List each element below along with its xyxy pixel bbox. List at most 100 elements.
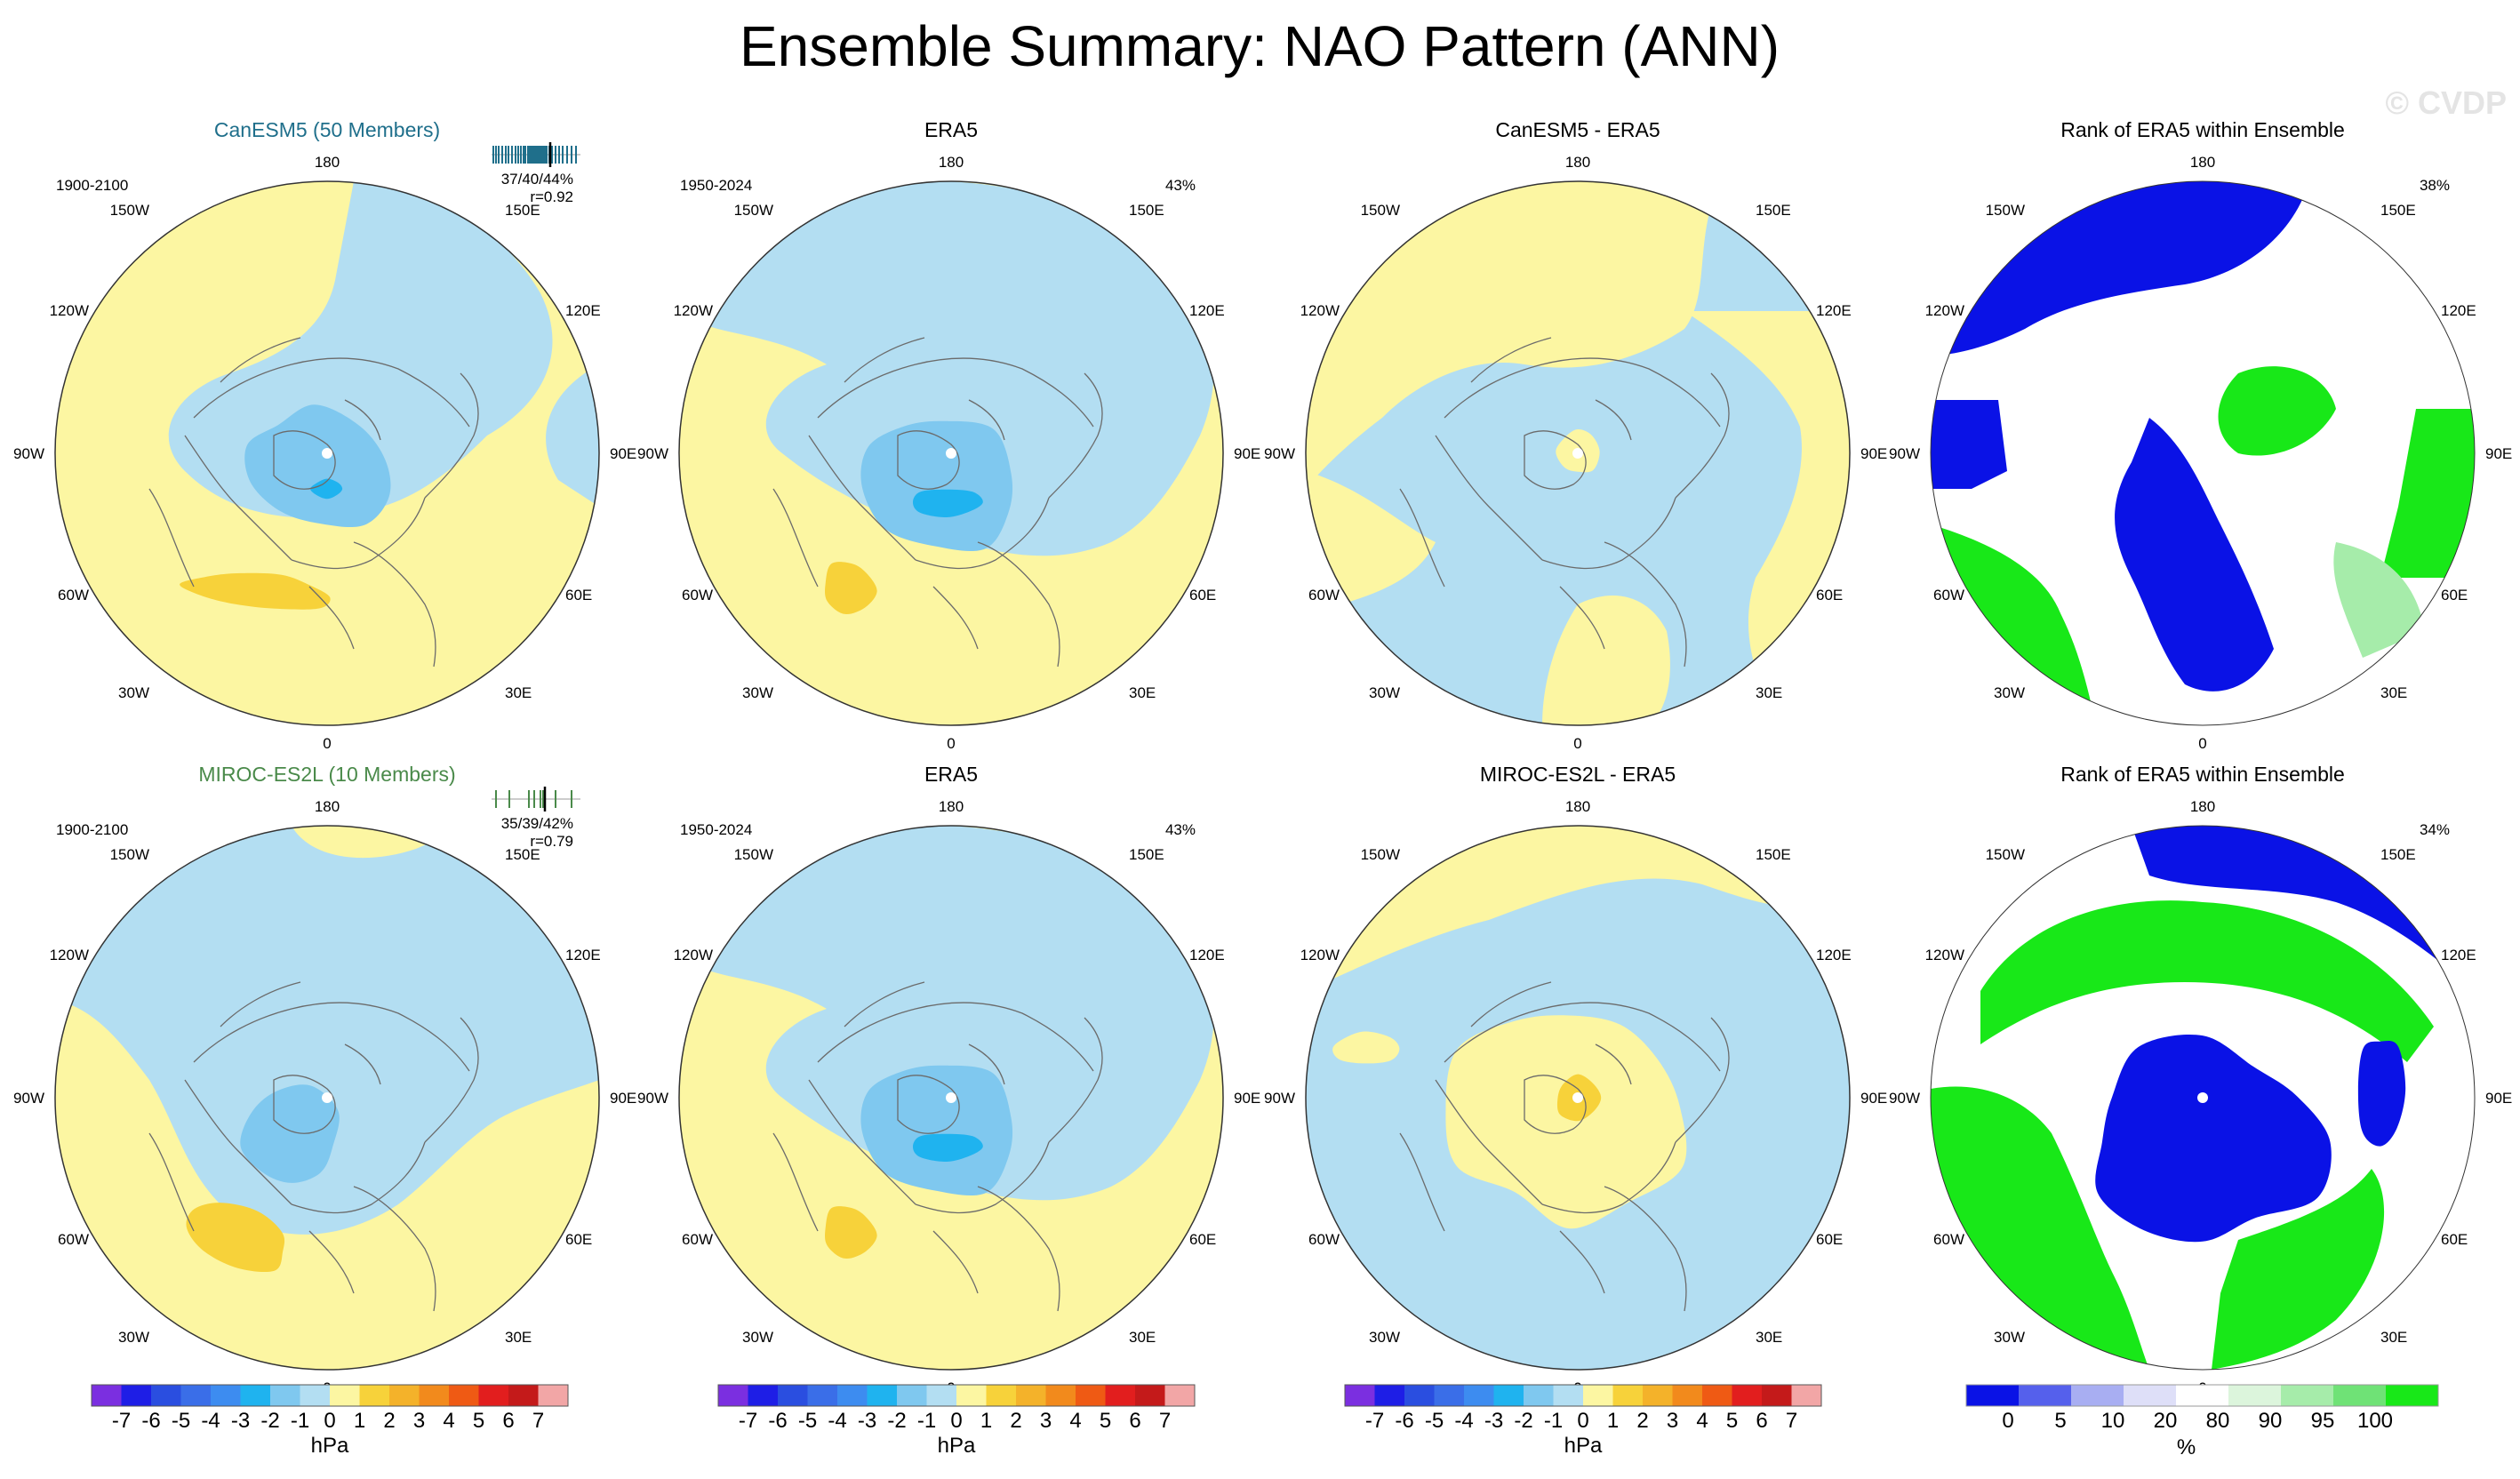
colorbar-tick-label: -1	[917, 1409, 936, 1433]
lon-label-lower-left: 30W	[1994, 684, 2025, 701]
colorbar-swatch	[478, 1385, 508, 1406]
lon-label-mid-upper-right: 120E	[1816, 302, 1852, 319]
colorbar-tick-label: -2	[1514, 1409, 1532, 1433]
colorbar-tick-label: 3	[1667, 1409, 1678, 1433]
lon-label-mid-lower-left: 60W	[1933, 587, 1964, 604]
colorbar-tick-label: 5	[1726, 1409, 1738, 1433]
lon-label-upper-left: 150W	[1361, 846, 1400, 863]
colorbar-swatch	[718, 1385, 748, 1406]
colorbar-tick-label: 5	[2054, 1409, 2066, 1433]
lon-label-mid-lower-right: 60E	[2441, 587, 2468, 604]
field-positive-strong	[180, 572, 331, 610]
field-positive	[1306, 826, 1850, 991]
lon-label-mid-lower-right: 60E	[565, 587, 592, 604]
colorbar-tick-label: 10	[2101, 1409, 2125, 1433]
panel-period: 1900-2100	[56, 821, 128, 838]
field-negative-mid	[240, 1084, 340, 1183]
coastline-segment	[1559, 1230, 1605, 1294]
map-field	[1931, 181, 2475, 725]
colorbar-tick-label: 0	[324, 1409, 335, 1433]
field-positive	[1445, 1015, 1687, 1229]
lon-label-left: 90W	[1264, 1090, 1295, 1107]
coastline-segment	[424, 372, 479, 499]
lon-label-lower-right: 30E	[1756, 684, 1782, 701]
coastline-segment	[817, 357, 1094, 428]
coastlines	[148, 981, 479, 1312]
lon-label-mid-upper-left: 120W	[50, 302, 89, 319]
lon-label-top: 180	[939, 798, 964, 815]
colorbar-swatch	[180, 1385, 211, 1406]
lon-label-lower-right: 30E	[2380, 684, 2407, 701]
lon-label-left: 90W	[637, 445, 668, 462]
coastline-segment	[1435, 1079, 1543, 1205]
rank-low	[2095, 1034, 2332, 1243]
panel-title: MIROC-ES2L (10 Members)	[198, 763, 455, 786]
panel-rank: 38%	[2420, 177, 2450, 194]
panel-title: CanESM5 - ERA5	[1495, 118, 1660, 141]
coastline-segment	[772, 488, 819, 588]
coastline-segment	[1048, 1017, 1103, 1143]
field-negative-weak	[679, 181, 1214, 556]
lon-label-mid-upper-right: 120E	[1189, 947, 1225, 963]
lon-label-lower-right: 30E	[2380, 1329, 2407, 1346]
map-panel: ERA5 1950-2024 43% 180 0 150W 150E 120W 120E 90W 9…	[637, 118, 1260, 752]
lon-label-left: 90W	[1889, 445, 1920, 462]
coastline-segment	[1604, 1186, 1687, 1312]
coastline-segment	[932, 1230, 979, 1294]
colorbar-swatch	[867, 1385, 897, 1406]
lon-label-upper-left: 150W	[110, 846, 149, 863]
lon-label-upper-left: 150W	[1986, 202, 2025, 219]
colorbar-tick-label: 7	[532, 1409, 544, 1433]
colorbar-tick-label: -3	[858, 1409, 876, 1433]
coastline-segment	[1444, 357, 1721, 428]
lon-label-right: 90E	[1234, 445, 1260, 462]
colorbar-tick-label: 1	[1607, 1409, 1619, 1433]
colorbar-tick-label: -4	[1454, 1409, 1473, 1433]
colorbar-tick-label: 90	[2259, 1409, 2283, 1433]
colorbar-swatch	[1791, 1385, 1821, 1406]
colorbar-tick-label: -7	[739, 1409, 757, 1433]
colorbar-tick-label: -6	[141, 1409, 160, 1433]
map-boundary	[678, 825, 1224, 1371]
map-panel: Rank of ERA5 within Ensemble34%1800150W1…	[1889, 763, 2512, 1396]
coastline-segment	[353, 541, 436, 668]
lon-label-lower-left: 30W	[1369, 684, 1400, 701]
colorbar-frame	[717, 1384, 1196, 1407]
colorbar-swatch	[2386, 1385, 2438, 1406]
lon-label-bottom: 0	[1573, 735, 1581, 752]
colorbar-swatch	[1524, 1385, 1554, 1406]
colorbar-hpa: -7 -6 -5 -4 -3 -2 -1 0 1 2 3 4 5 6 7 hPa	[91, 1384, 569, 1458]
rank-high-mid	[2333, 542, 2425, 658]
colorbar-tick-label: 0	[950, 1409, 962, 1433]
lon-label-lower-right: 30E	[1129, 684, 1156, 701]
colorbar-tick-label: 1	[354, 1409, 365, 1433]
coastline-segment	[193, 357, 470, 428]
lon-label-upper-right: 150E	[505, 846, 540, 863]
colorbar-swatch	[2071, 1385, 2124, 1406]
lon-label-mid-lower-left: 60W	[1933, 1231, 1964, 1248]
coastlines	[1399, 337, 1730, 668]
colorbar-swatch	[1612, 1385, 1643, 1406]
colorbar-swatch	[1493, 1385, 1524, 1406]
colorbar-tick-label: 7	[1159, 1409, 1171, 1433]
colorbar-swatch	[92, 1385, 122, 1406]
colorbar-swatch	[897, 1385, 927, 1406]
panel-row: CanESM5 (50 Members) 1900-2100 37/40/44%r=…	[13, 118, 2512, 752]
panel-stats: 35/39/42%	[501, 815, 573, 832]
colorbar-tick-label: 2	[1636, 1409, 1648, 1433]
lon-label-lower-left: 30W	[118, 684, 149, 701]
lon-label-right: 90E	[1860, 1090, 1887, 1107]
colorbar-swatch	[1762, 1385, 1792, 1406]
map-boundary	[54, 180, 600, 726]
colorbar-tick-label: 6	[502, 1409, 514, 1433]
colorbar-tick-label: -4	[201, 1409, 220, 1433]
panel-title: Rank of ERA5 within Ensemble	[2060, 118, 2345, 141]
colorbar-tick-label: 4	[1069, 1409, 1081, 1433]
coastline-segment	[1595, 1043, 1632, 1085]
colorbar-swatch	[240, 1385, 270, 1406]
lon-label-lower-left: 30W	[1994, 1329, 2025, 1346]
colorbar-swatch	[2019, 1385, 2071, 1406]
field-negative-mid	[244, 404, 391, 528]
lon-label-right: 90E	[1234, 1090, 1260, 1107]
